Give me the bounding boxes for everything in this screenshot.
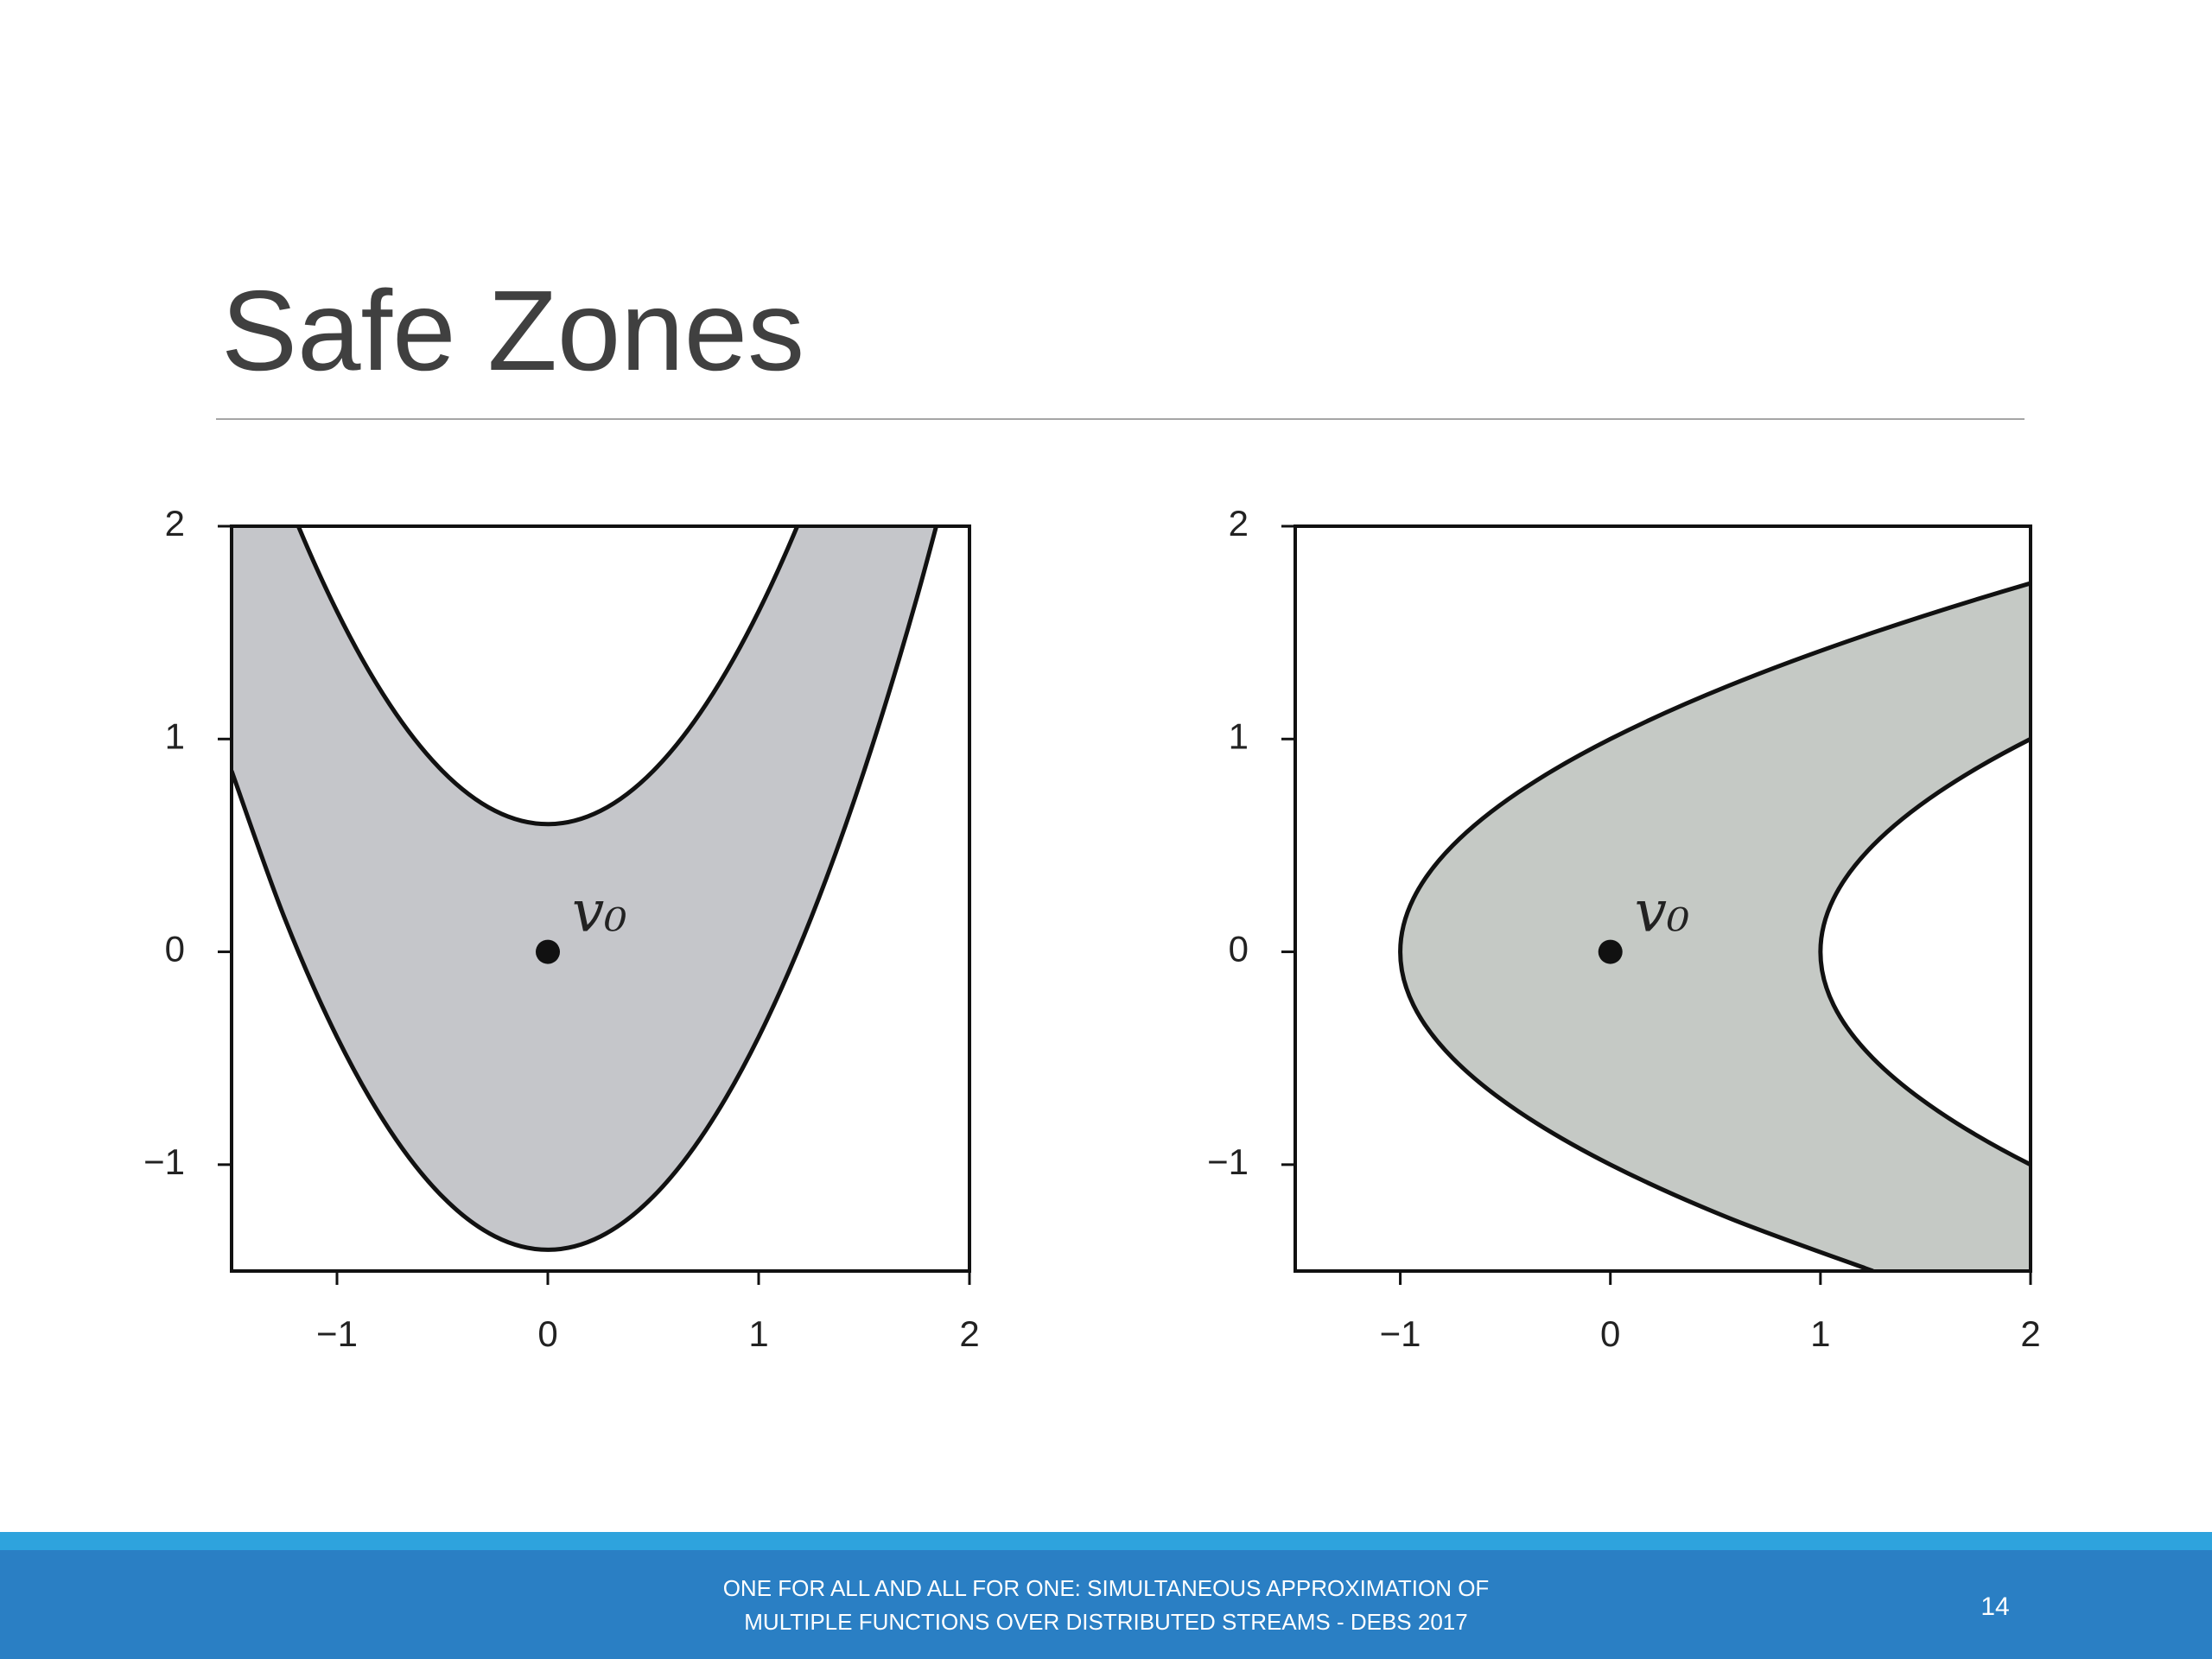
x-tick-label: 1 bbox=[748, 1313, 768, 1354]
y-tick-label: 0 bbox=[1229, 929, 1249, 969]
plot-area bbox=[232, 526, 939, 1252]
footer-bar bbox=[0, 1550, 2212, 1659]
safe-zone bbox=[232, 526, 937, 1250]
x-tick-label: 0 bbox=[537, 1313, 557, 1354]
y-tick-label: −1 bbox=[1207, 1141, 1249, 1182]
x-tick-label: 2 bbox=[2020, 1313, 2040, 1354]
plot-area bbox=[1398, 581, 2031, 1271]
y-tick-label: 2 bbox=[1229, 503, 1249, 543]
point-label: v₀ bbox=[1635, 879, 1690, 945]
boundary-curve bbox=[1398, 581, 2031, 1271]
point bbox=[1598, 939, 1623, 964]
boundary-curve bbox=[232, 526, 939, 1252]
footer-line: MULTIPLE FUNCTIONS OVER DISTRIBUTED STRE… bbox=[744, 1609, 1467, 1635]
point bbox=[536, 939, 560, 964]
x-tick-label: −1 bbox=[1380, 1313, 1421, 1354]
x-tick-label: 0 bbox=[1600, 1313, 1620, 1354]
page-number: 14 bbox=[1980, 1592, 2009, 1621]
footer-stripe bbox=[0, 1532, 2212, 1551]
y-tick-label: 1 bbox=[1229, 715, 1249, 756]
plot-frame bbox=[230, 524, 971, 1273]
y-tick-label: 2 bbox=[165, 503, 185, 543]
safe-zone bbox=[1400, 582, 2031, 1271]
plot-frame bbox=[1294, 524, 2032, 1273]
footer-line: ONE FOR ALL AND ALL FOR ONE: SIMULTANEOU… bbox=[723, 1575, 1490, 1601]
x-tick-label: 2 bbox=[959, 1313, 979, 1354]
y-tick-label: 0 bbox=[165, 929, 185, 969]
point-label: v₀ bbox=[572, 879, 627, 945]
boundary-curve bbox=[296, 526, 800, 827]
slide-title: Safe Zones bbox=[221, 267, 804, 394]
y-tick-label: 1 bbox=[165, 715, 185, 756]
x-tick-label: 1 bbox=[1810, 1313, 1830, 1354]
y-tick-label: −1 bbox=[143, 1141, 185, 1182]
x-tick-label: −1 bbox=[316, 1313, 358, 1354]
